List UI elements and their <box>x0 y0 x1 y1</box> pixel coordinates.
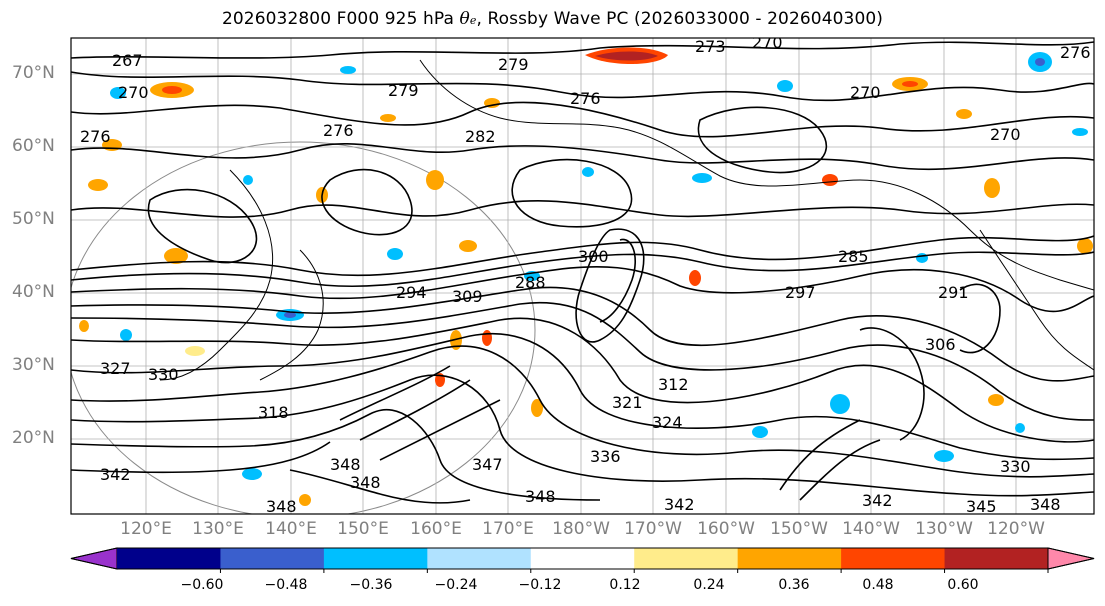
figure-title: 2026032800 F000 925 hPa θe, Rossby Wave … <box>0 9 1105 29</box>
theta-e-contours <box>71 41 1094 504</box>
gridlines <box>71 38 1094 514</box>
contour-label: 306 <box>925 335 956 354</box>
colorbar-segment <box>841 548 946 569</box>
contour-label: 321 <box>612 393 643 412</box>
colorbar-extend-max <box>1047 547 1095 570</box>
lat-label: 20°N <box>12 428 55 448</box>
colorbar-extend-min <box>70 547 118 570</box>
colorbar-segment <box>117 548 221 569</box>
contour-label: 348 <box>1030 495 1061 514</box>
contour-label: 291 <box>938 283 969 302</box>
map-frame <box>70 37 1095 515</box>
contour-label: 300 <box>578 247 609 266</box>
lon-label: 140°W <box>842 519 900 539</box>
colorbar-tick-label: −0.60 <box>180 577 224 593</box>
contour-label: 297 <box>785 283 816 302</box>
contour-label: 288 <box>515 273 546 292</box>
colorbar-frame <box>70 547 1095 570</box>
lat-label: 60°N <box>12 136 55 156</box>
contour-label: 294 <box>396 283 427 302</box>
contour-labels: 267 270 276 276 279 279 282 276 273 270 … <box>80 33 1091 516</box>
contour-label: 342 <box>100 465 131 484</box>
contour-label: 348 <box>330 455 361 474</box>
lat-label: 70°N <box>12 63 55 83</box>
colorbar-tick-label: 0.12 <box>609 577 641 593</box>
contour-label: 276 <box>570 89 601 108</box>
contour-label: 276 <box>1060 43 1091 62</box>
contour-label: 276 <box>80 127 111 146</box>
contour-label: 327 <box>100 359 131 378</box>
contour-label: 336 <box>590 447 621 466</box>
colorbar-tick-label: 0.48 <box>862 577 894 593</box>
colorbar-tick-label: 0.24 <box>693 577 725 593</box>
lon-label: 180°W <box>552 519 610 539</box>
colorbar-tick-label: −0.24 <box>434 577 478 593</box>
lon-label: 120°W <box>987 519 1045 539</box>
contour-label: 348 <box>350 473 381 492</box>
contour-label: 279 <box>388 81 419 100</box>
colorbar-segment <box>323 548 428 569</box>
colorbar-tick-label: 0.36 <box>778 577 810 593</box>
contour-label: 309 <box>452 287 483 306</box>
contour-label: 282 <box>465 127 496 146</box>
title-suffix: , Rossby Wave PC (2026033000 - 202604030… <box>476 9 884 29</box>
title-theta-symbol: θ <box>459 9 470 29</box>
contour-label: 285 <box>838 247 869 266</box>
contour-label: 348 <box>525 487 556 506</box>
colorbar <box>70 547 1095 573</box>
projection-arc <box>71 141 536 514</box>
colorbar-segment <box>530 548 635 569</box>
contour-label: 347 <box>472 455 503 474</box>
colorbar-tick-label: 0.60 <box>947 577 979 593</box>
lat-label: 50°N <box>12 209 55 229</box>
contour-label: 270 <box>850 83 881 102</box>
contour-label: 273 <box>695 37 726 56</box>
map-panel: 267 270 276 276 279 279 282 276 273 270 … <box>71 33 1094 516</box>
lon-label: 170°W <box>624 519 682 539</box>
colorbar-segment <box>737 548 842 569</box>
contour-label: 312 <box>658 375 689 394</box>
contour-label: 270 <box>990 125 1021 144</box>
contour-label: 330 <box>148 365 179 384</box>
lat-label: 30°N <box>12 355 55 375</box>
colorbar-tick-label: −0.36 <box>349 577 393 593</box>
contour-label: 342 <box>664 495 695 514</box>
contour-label: 342 <box>862 491 893 510</box>
lat-label: 40°N <box>12 282 55 302</box>
colorbar-segment <box>220 548 325 569</box>
colorbar-segment <box>634 548 739 569</box>
lon-label: 120°E <box>120 519 172 539</box>
contour-label: 270 <box>118 83 149 102</box>
contour-label: 279 <box>498 55 529 74</box>
lon-label: 160°W <box>697 519 755 539</box>
colorbar-tick-label: −0.12 <box>518 577 562 593</box>
lon-label: 140°E <box>265 519 317 539</box>
lon-label: 150°W <box>770 519 828 539</box>
contour-label: 345 <box>966 497 997 516</box>
contour-label: 276 <box>323 121 354 140</box>
colorbar-segment <box>427 548 532 569</box>
colorbar-tick-label: −0.48 <box>264 577 308 593</box>
title-prefix: 2026032800 F000 925 hPa <box>221 9 454 29</box>
contour-label: 330 <box>1000 457 1031 476</box>
lon-label: 150°E <box>337 519 389 539</box>
contour-label: 348 <box>266 497 297 516</box>
contour-label: 267 <box>112 51 143 70</box>
lon-label: 130°E <box>192 519 244 539</box>
lon-label: 170°E <box>482 519 534 539</box>
lon-label: 160°E <box>410 519 462 539</box>
colorbar-segment <box>944 548 1049 569</box>
title-theta-subscript: e <box>469 14 477 27</box>
lon-label: 130°W <box>915 519 973 539</box>
contour-label: 318 <box>258 403 289 422</box>
contour-label: 270 <box>752 33 783 52</box>
coastlines <box>159 59 1094 381</box>
contour-label: 324 <box>652 413 683 432</box>
